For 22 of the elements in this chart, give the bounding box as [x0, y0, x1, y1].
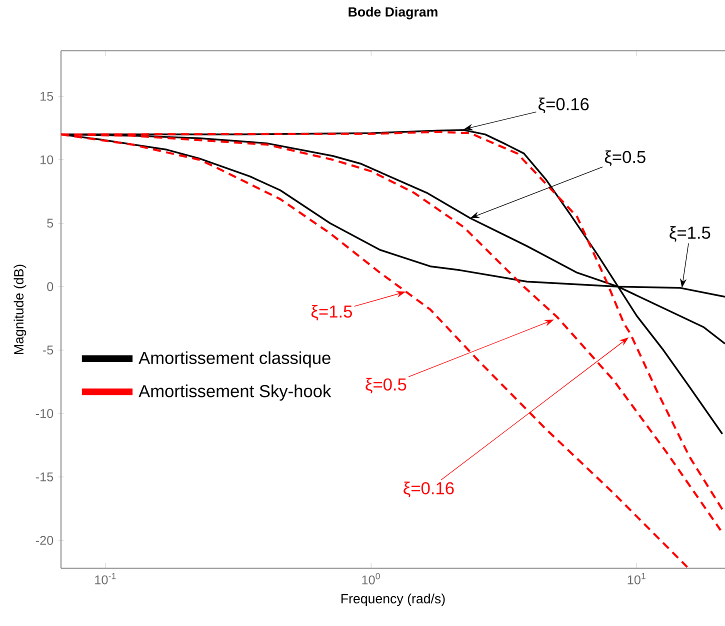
annotation: ξ=0.5	[366, 378, 406, 394]
annotation: ξ=0.16	[404, 482, 454, 498]
annotation: ξ=1.5	[670, 226, 710, 242]
y-tick-label: -5	[42, 346, 54, 355]
y-tick-label: -15	[36, 472, 54, 482]
annotation: ξ=0.16	[538, 98, 589, 114]
y-tick-label: 10	[40, 155, 54, 164]
chart-title: Bode Diagram	[348, 6, 438, 20]
y-tick-label: 0	[47, 282, 54, 292]
x-axis-title: Frequency (rad/s)	[341, 594, 445, 606]
y-tick-label: 15	[40, 92, 54, 101]
y-tick-label: 5	[47, 218, 54, 228]
y-axis-title: Magnitude (dB)	[14, 264, 26, 354]
annotation: ξ=1.5	[311, 304, 352, 321]
legend-label: Amortissement classique	[138, 351, 330, 368]
y-tick-label: -20	[36, 536, 54, 545]
y-tick-label: -10	[36, 409, 54, 418]
x-tick-label: 10$^{-1}$	[95, 573, 116, 584]
annotation: ξ=0.5	[604, 150, 646, 166]
x-tick-label: 10$^{0}$	[362, 573, 380, 584]
legend-label: Amortissement Sky-hook	[138, 384, 332, 401]
x-tick-label: 10$^{1}$	[628, 573, 646, 584]
